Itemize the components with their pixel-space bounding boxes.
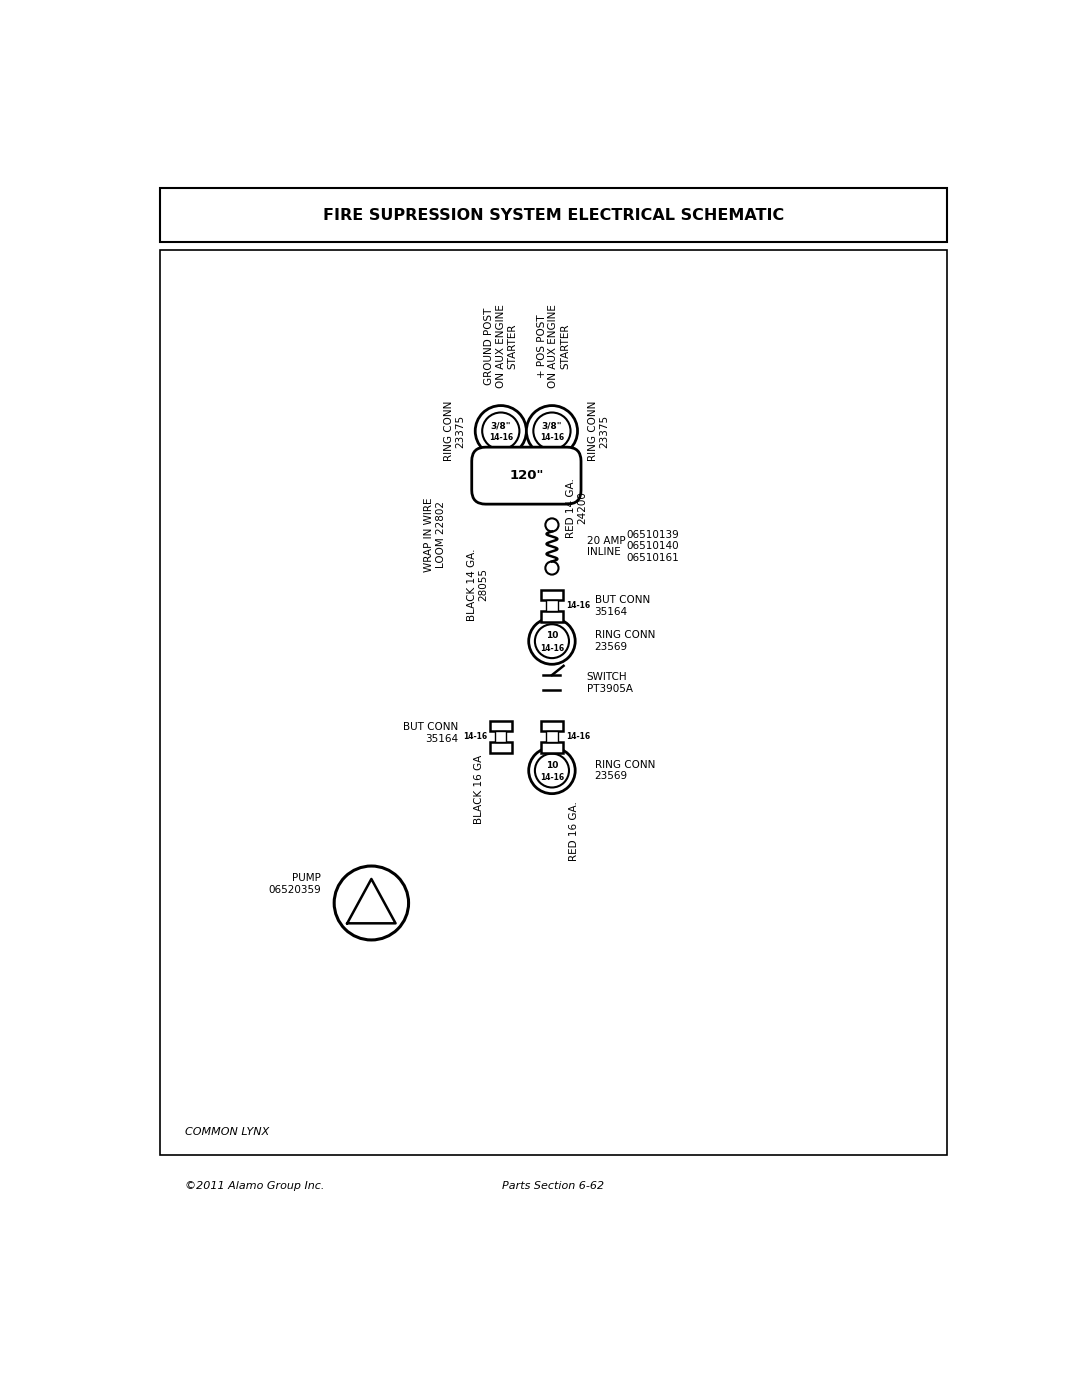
Bar [489, 721, 512, 731]
Text: 06510139
06510140
06510161: 06510139 06510140 06510161 [626, 529, 679, 563]
Text: 120": 120" [509, 469, 543, 482]
Bar [541, 610, 563, 622]
Text: WRAP IN WIRE
LOOM 22802: WRAP IN WIRE LOOM 22802 [424, 497, 446, 573]
Text: RING CONN
23375: RING CONN 23375 [588, 401, 609, 461]
Text: BUT CONN
35164: BUT CONN 35164 [403, 722, 458, 743]
Text: 14-16: 14-16 [566, 732, 590, 742]
Text: 14-16: 14-16 [540, 644, 564, 652]
Circle shape [529, 747, 576, 793]
Circle shape [334, 866, 408, 940]
Text: COMMON LYNX: COMMON LYNX [186, 1127, 270, 1137]
Text: 14-16: 14-16 [462, 732, 487, 742]
Circle shape [535, 624, 569, 658]
Text: 3/8": 3/8" [542, 420, 563, 430]
Text: RED 14 GA.
24200: RED 14 GA. 24200 [566, 478, 588, 538]
Text: BUT CONN
35164: BUT CONN 35164 [595, 595, 650, 616]
Bar [496, 731, 507, 742]
Text: BLACK 14 GA.
28055: BLACK 14 GA. 28055 [467, 549, 488, 622]
Text: 14-16: 14-16 [540, 773, 564, 782]
Text: 10: 10 [545, 760, 558, 770]
Text: + POS POST
ON AUX ENGINE
STARTER: + POS POST ON AUX ENGINE STARTER [537, 305, 570, 388]
Text: BLACK 16 GA: BLACK 16 GA [474, 754, 484, 824]
Circle shape [475, 405, 526, 457]
Text: Parts Section 6-62: Parts Section 6-62 [502, 1180, 605, 1190]
Text: RING CONN
23569: RING CONN 23569 [595, 630, 654, 652]
Bar [160, 250, 947, 1155]
Text: 14-16: 14-16 [540, 433, 564, 443]
Text: 14-16: 14-16 [489, 433, 513, 443]
Bar [546, 601, 557, 610]
Bar [546, 731, 557, 742]
Text: RING CONN
23375: RING CONN 23375 [444, 401, 465, 461]
Text: FIRE SUPRESSION SYSTEM ELECTRICAL SCHEMATIC: FIRE SUPRESSION SYSTEM ELECTRICAL SCHEMA… [323, 208, 784, 224]
Text: RING CONN
23569: RING CONN 23569 [595, 760, 654, 781]
Bar [489, 742, 512, 753]
Text: 20 AMP
INLINE: 20 AMP INLINE [586, 535, 625, 557]
Text: 14-16: 14-16 [566, 601, 590, 610]
Circle shape [482, 412, 519, 450]
FancyBboxPatch shape [472, 447, 581, 504]
Circle shape [529, 617, 576, 665]
Bar [541, 742, 563, 753]
Circle shape [545, 562, 558, 574]
Text: 3/8": 3/8" [490, 420, 511, 430]
Bar [160, 189, 947, 242]
Text: ©2011 Alamo Group Inc.: ©2011 Alamo Group Inc. [186, 1180, 325, 1190]
Bar [541, 590, 563, 601]
Text: GROUND POST
ON AUX ENGINE
STARTER: GROUND POST ON AUX ENGINE STARTER [484, 305, 517, 388]
Text: 10: 10 [545, 631, 558, 640]
Text: SWITCH
PT3905A: SWITCH PT3905A [586, 672, 633, 693]
Circle shape [535, 753, 569, 788]
Bar [541, 721, 563, 731]
Circle shape [534, 412, 570, 450]
Circle shape [545, 518, 558, 531]
Circle shape [526, 405, 578, 457]
Text: RED 16 GA.: RED 16 GA. [569, 802, 579, 862]
Text: PUMP
06520359: PUMP 06520359 [268, 873, 321, 894]
